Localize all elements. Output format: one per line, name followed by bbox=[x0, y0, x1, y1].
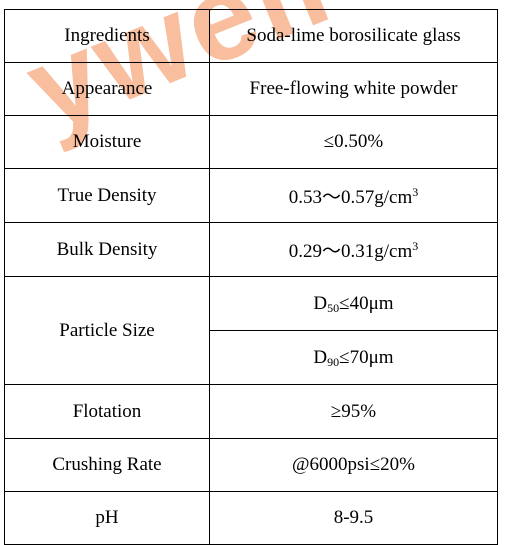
table-row: Particle Size D50≤40μm bbox=[4, 276, 498, 385]
particle-size-d50: D50≤40μm bbox=[209, 276, 498, 331]
appearance-value: Free-flowing white powder bbox=[209, 62, 498, 116]
bulk-density-exponent: 3 bbox=[412, 239, 419, 253]
true-density-value: 0.53～0.57g/cm3 bbox=[209, 168, 498, 223]
particle-size-label: Particle Size bbox=[4, 276, 210, 385]
crushing-rate-value: @6000psi≤20% bbox=[209, 438, 498, 492]
flotation-value: ≥95% bbox=[209, 384, 498, 439]
table-row: Appearance Free-flowing white powder bbox=[4, 62, 498, 116]
moisture-value: ≤0.50% bbox=[209, 115, 498, 169]
table-row: Bulk Density 0.29～0.31g/cm3 bbox=[4, 222, 498, 277]
table-row: True Density 0.53～0.57g/cm3 bbox=[4, 168, 498, 223]
table-row: D90≤70μm bbox=[5, 330, 498, 385]
d90-symbol: D bbox=[313, 346, 328, 368]
bulk-density-label: Bulk Density bbox=[4, 222, 210, 277]
true-density-exponent: 3 bbox=[412, 185, 419, 199]
bulk-density-value: 0.29～0.31g/cm3 bbox=[209, 222, 498, 277]
particle-size-d90: D90≤70μm bbox=[209, 330, 498, 385]
ph-value: 8-9.5 bbox=[209, 491, 498, 545]
table-row: pH 8-9.5 bbox=[4, 491, 498, 545]
flotation-label: Flotation bbox=[4, 384, 210, 439]
ingredients-value: Soda-lime borosilicate glass bbox=[209, 9, 498, 63]
true-density-number: 0.53～0.57g/cm bbox=[288, 187, 413, 208]
d50-symbol: D bbox=[313, 292, 328, 314]
table-row: Ingredients Soda-lime borosilicate glass bbox=[4, 9, 498, 63]
table-row: Crushing Rate @6000psi≤20% bbox=[4, 438, 498, 492]
crushing-rate-label: Crushing Rate bbox=[4, 438, 210, 492]
true-density-label: True Density bbox=[4, 168, 210, 223]
moisture-label: Moisture bbox=[4, 115, 210, 169]
ph-label: pH bbox=[4, 491, 210, 545]
d50-value: ≤40μm bbox=[339, 292, 394, 314]
d90-subscript: 90 bbox=[327, 354, 340, 369]
table-row: Moisture ≤0.50% bbox=[4, 115, 498, 169]
appearance-label: Appearance bbox=[4, 62, 210, 116]
ingredients-label: Ingredients bbox=[4, 9, 210, 63]
d50-subscript: 50 bbox=[327, 300, 340, 315]
bulk-density-number: 0.29～0.31g/cm bbox=[288, 241, 413, 262]
d90-value: ≤70μm bbox=[339, 346, 394, 368]
table-row: Flotation ≥95% bbox=[4, 384, 498, 439]
specification-table: Ingredients Soda-lime borosilicate glass… bbox=[4, 9, 498, 545]
